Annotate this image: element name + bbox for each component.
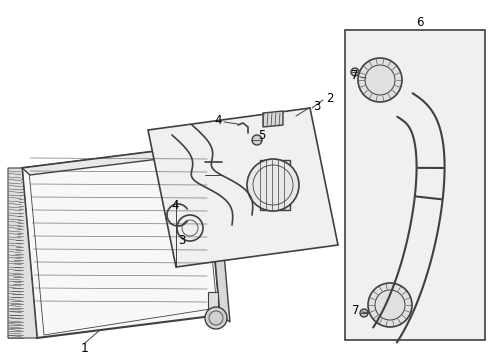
Polygon shape: [22, 145, 220, 338]
Text: 4: 4: [214, 113, 222, 126]
Polygon shape: [208, 292, 218, 315]
Circle shape: [358, 58, 402, 102]
Text: 2: 2: [326, 91, 334, 104]
Polygon shape: [263, 111, 283, 127]
Circle shape: [360, 309, 368, 317]
Text: 6: 6: [416, 15, 424, 28]
Polygon shape: [205, 145, 230, 322]
Polygon shape: [22, 145, 215, 175]
Circle shape: [368, 283, 412, 327]
Text: 7: 7: [351, 68, 359, 81]
Polygon shape: [8, 168, 37, 338]
Polygon shape: [208, 156, 218, 182]
Circle shape: [351, 68, 359, 76]
Polygon shape: [148, 108, 338, 267]
Text: 7: 7: [352, 303, 360, 316]
Polygon shape: [260, 160, 290, 210]
Text: 4: 4: [171, 198, 179, 212]
Text: 3: 3: [313, 99, 320, 113]
Polygon shape: [345, 30, 485, 340]
Circle shape: [247, 159, 299, 211]
Text: 1: 1: [81, 342, 89, 355]
Text: 5: 5: [258, 129, 266, 141]
Circle shape: [252, 135, 262, 145]
Circle shape: [205, 307, 227, 329]
Text: 3: 3: [178, 234, 186, 247]
Polygon shape: [208, 225, 218, 248]
